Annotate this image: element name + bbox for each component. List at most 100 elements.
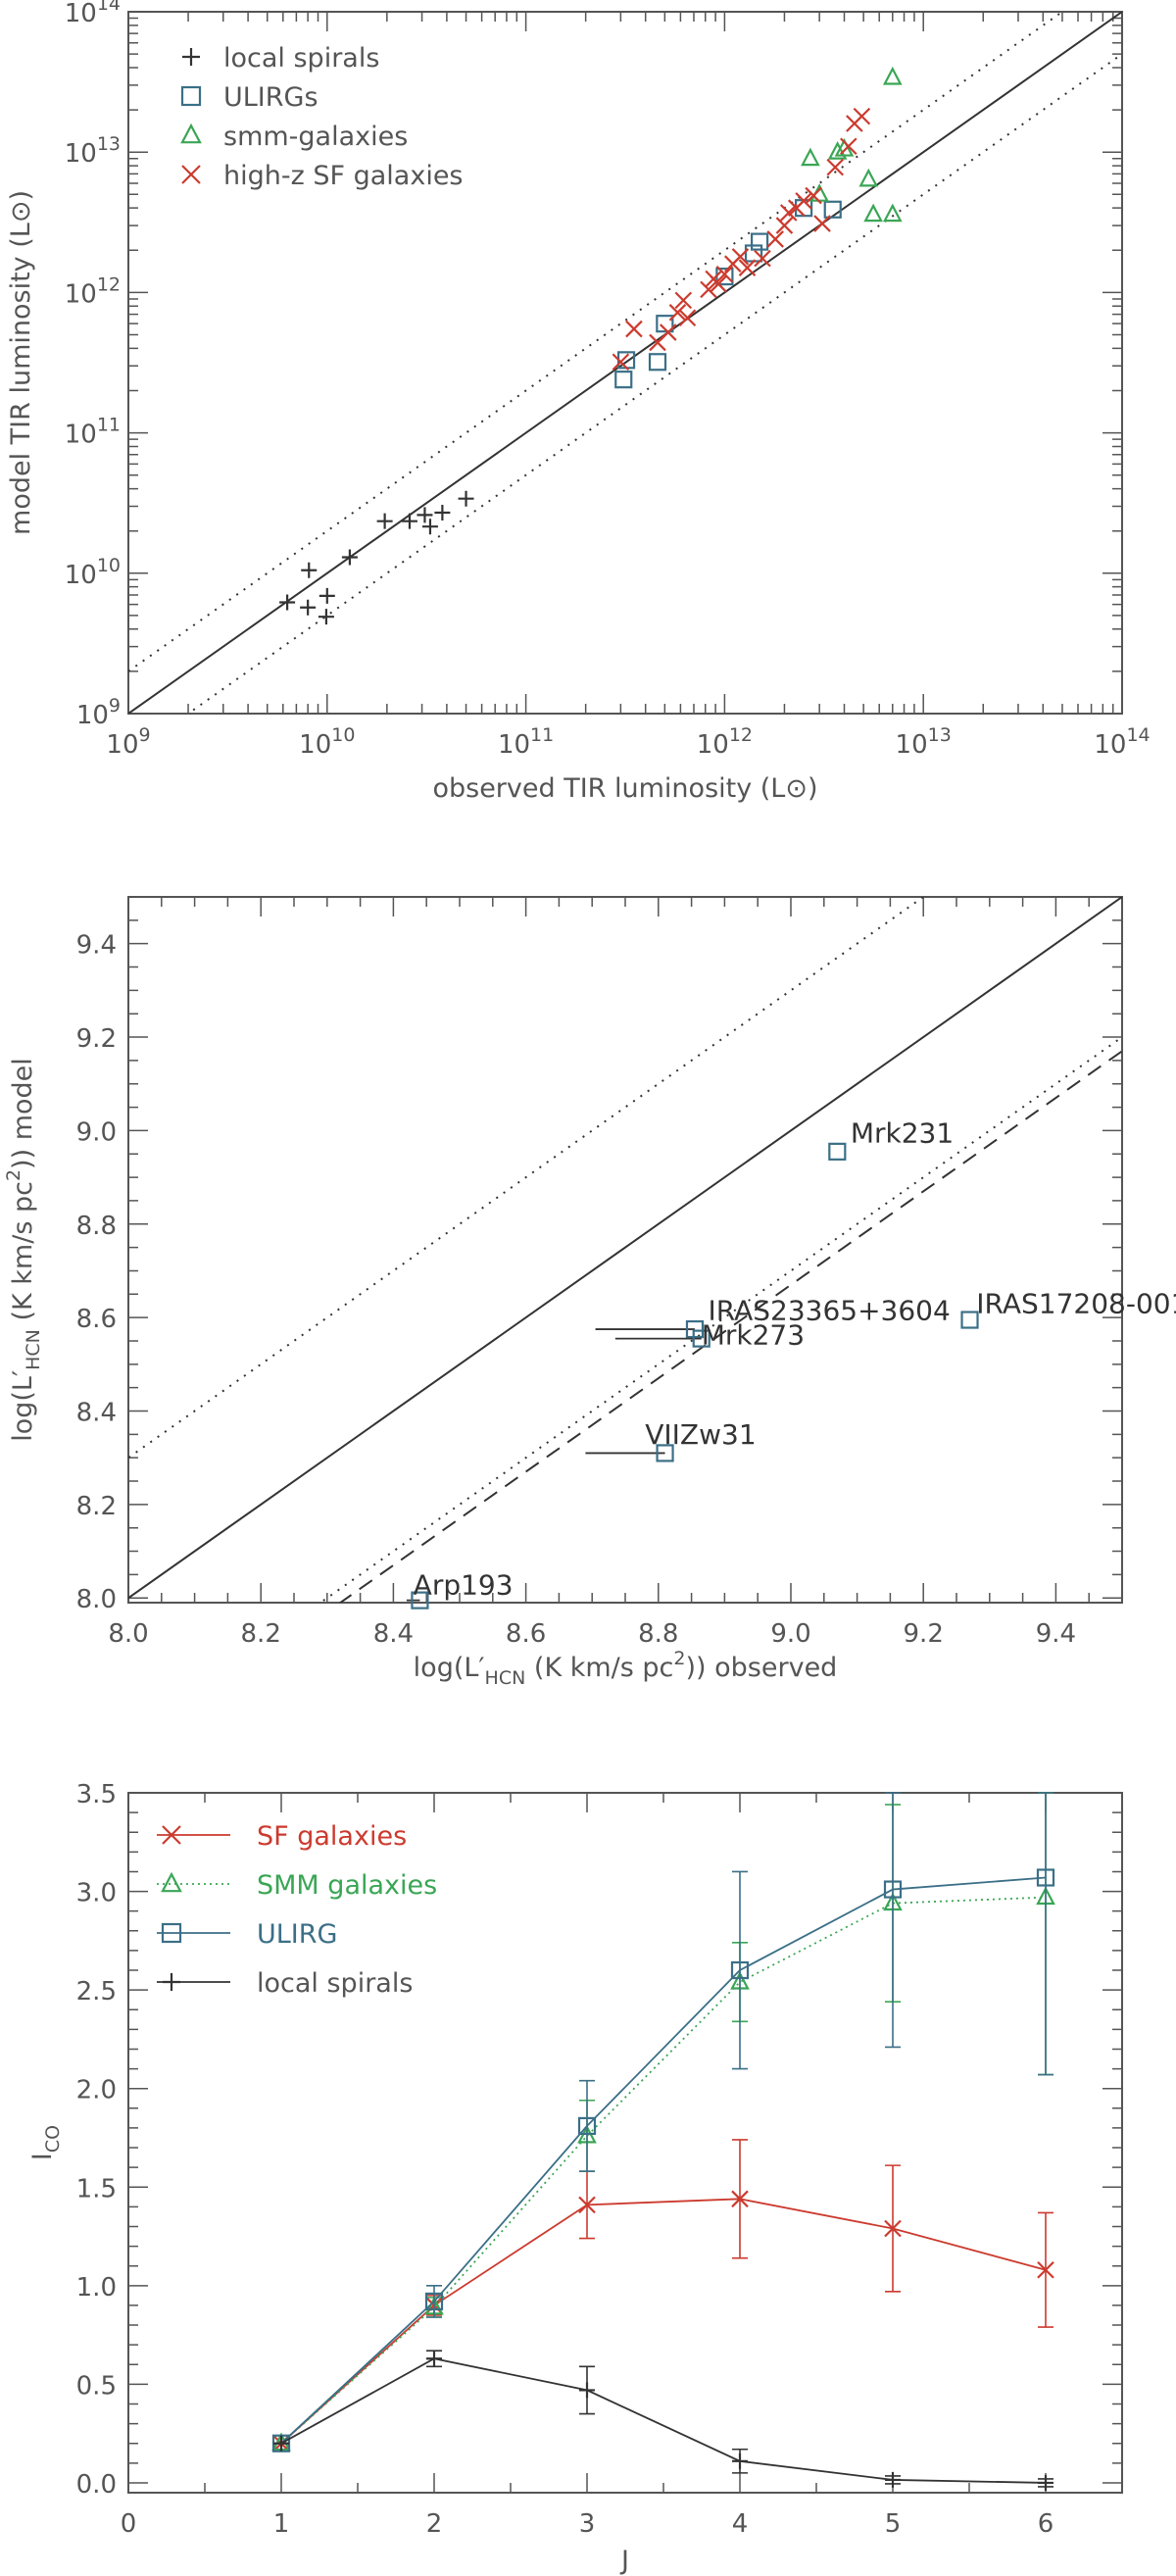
data-point (656, 1444, 674, 1462)
data-point (426, 2351, 442, 2367)
legend-label: high-z SF galaxies (223, 161, 464, 191)
legend-marker (181, 165, 201, 184)
data-point (960, 1311, 979, 1329)
x-tick-label: 0 (121, 2509, 137, 2539)
x-tick-label: 9.4 (1036, 1619, 1076, 1649)
data-point (801, 147, 820, 167)
data-point (301, 562, 318, 578)
x-axis-label: observed TIR luminosity (L⊙) (432, 773, 817, 804)
y-tick-label: 1.5 (76, 2174, 117, 2204)
data-point (795, 192, 812, 210)
legend-marker (180, 123, 202, 144)
legend-label: SMM galaxies (257, 1870, 437, 1901)
data-point (341, 549, 358, 566)
x-tick-label: 1014 (1094, 724, 1150, 760)
series-line (280, 1876, 1047, 2445)
data-point (738, 259, 757, 276)
y-axis-label: ICO (27, 2125, 64, 2160)
relation-line (128, 897, 1122, 1600)
point-label: Mrk231 (851, 1116, 954, 1149)
data-point (751, 232, 769, 251)
data-point (678, 309, 697, 327)
x-tick-label: 1011 (498, 724, 554, 760)
y-tick-label: 1010 (65, 555, 121, 590)
legend-label: local spirals (223, 43, 379, 74)
data-point (421, 519, 438, 535)
x-tick-label: 1 (273, 2509, 290, 2539)
x-tick-label: 8.8 (638, 1619, 678, 1649)
series-line (280, 1896, 1047, 2445)
y-tick-label: 8.4 (76, 1399, 117, 1428)
data-point (840, 137, 858, 156)
data-point (612, 353, 630, 372)
data-point (685, 1319, 705, 1339)
x-tick-label: 8.2 (241, 1619, 281, 1649)
data-point (579, 2382, 595, 2399)
legend-marker (163, 1973, 180, 1991)
x-tick-label: 3 (579, 2509, 596, 2539)
series-sf (272, 2139, 1054, 2452)
y-tick-label: 1011 (65, 415, 121, 450)
error-bar (1038, 1792, 1054, 2076)
y-tick-label: 8.8 (76, 1212, 117, 1241)
data-point (766, 230, 784, 248)
tir-luminosity-panel: 109 1010 1011 1012 1013 1014 109 1010 1011 1012 10… (6, 0, 1151, 804)
data-point (883, 1880, 903, 1899)
data-point (882, 66, 903, 85)
y-tick-label: 2.0 (76, 2076, 117, 2105)
y-tick-label: 9.2 (76, 1024, 117, 1054)
data-point (715, 265, 734, 283)
legend-marker (182, 48, 200, 66)
data-point (424, 2292, 444, 2311)
data-point (731, 2190, 749, 2208)
point-label: IRAS17208-0014 (976, 1287, 1176, 1319)
y-tick-label: 0.5 (76, 2371, 117, 2401)
data-point (692, 1329, 710, 1348)
data-point (656, 315, 674, 333)
y-tick-label: 3.5 (76, 1780, 117, 1809)
data-point (805, 186, 822, 205)
data-point (795, 199, 813, 218)
data-point (827, 141, 848, 160)
series-local (279, 490, 474, 625)
data-point (376, 513, 393, 529)
data-point (458, 490, 474, 507)
data-point (300, 599, 317, 616)
data-point (401, 513, 417, 529)
data-point (700, 280, 717, 299)
x-axis-label: log(L′HCN (K km/s pc2)) observed (414, 1648, 838, 1689)
series-local (273, 2350, 1054, 2491)
data-point (411, 1591, 429, 1610)
x-tick-label: 8.4 (373, 1619, 414, 1649)
y-tick-label: 1013 (65, 133, 121, 169)
series-ulirg (614, 199, 842, 389)
data-point (885, 2471, 901, 2488)
data-point (882, 203, 903, 223)
data-point (744, 244, 763, 263)
data-point (1037, 2260, 1054, 2279)
data-point (779, 204, 798, 222)
data-point (775, 217, 794, 234)
data-point (730, 1960, 750, 1980)
data-point (648, 353, 667, 372)
point-label: VIIZw31 (645, 1418, 756, 1451)
data-point (434, 505, 451, 521)
relation-line (318, 1035, 1122, 1603)
y-tick-label: 8.2 (76, 1492, 117, 1521)
legend-label: ULIRGs (223, 82, 318, 113)
legend-label: ULIRG (257, 1919, 337, 1950)
relation-line (186, 53, 1122, 714)
x-tick-label: 8.6 (506, 1619, 546, 1649)
data-point (1038, 2474, 1054, 2491)
error-bar (426, 2285, 442, 2318)
y-tick-label: 8.0 (76, 1585, 117, 1614)
y-axis-label: model TIR luminosity (L⊙) (6, 190, 36, 535)
x-tick-label: 1012 (697, 724, 753, 760)
data-point (731, 248, 750, 266)
data-point (578, 2196, 596, 2214)
y-tick-label: 0.0 (76, 2470, 117, 2500)
data-point (318, 609, 334, 625)
co-ladder-panel: 0 1 2 3 4 5 6 0.0 0.5 1.0 1.5 2.0 2.5 3.0 3.5 J ICO SF ga… (27, 1780, 1123, 2576)
series-line (280, 2198, 1047, 2445)
y-tick-label: 1012 (65, 273, 121, 309)
